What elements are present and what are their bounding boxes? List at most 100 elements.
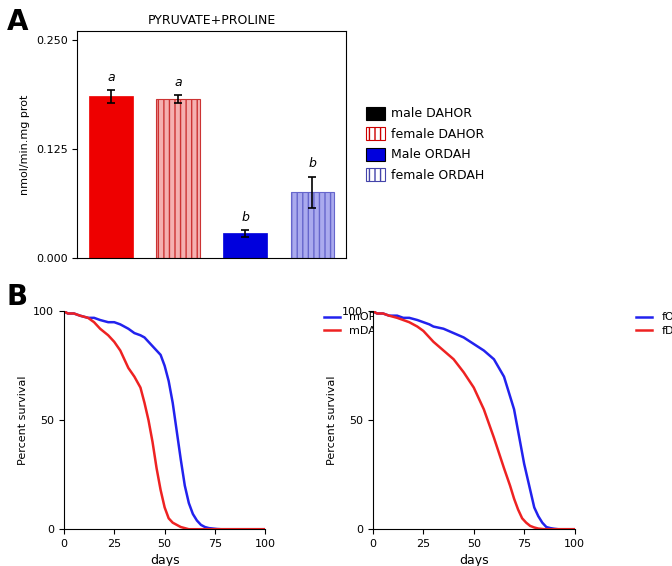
- fDAHOR: [530, 524, 538, 531]
- fDAHOR: [439, 347, 448, 354]
- mORDAH: [201, 524, 209, 530]
- fDAHOR: [429, 338, 437, 345]
- mORDAH: [169, 400, 177, 406]
- fDAHOR: [554, 526, 562, 533]
- mORDAH: [130, 329, 138, 336]
- fORDAH: [379, 310, 387, 317]
- mDAHOR: [185, 526, 193, 533]
- mORDAH: [144, 338, 153, 345]
- mORDAH: [213, 526, 221, 533]
- fORDAH: [550, 525, 558, 532]
- X-axis label: days: days: [150, 555, 179, 566]
- mDAHOR: [90, 319, 98, 325]
- Legend: fORDAH, fDAHOR: fORDAH, fDAHOR: [636, 312, 672, 336]
- fDAHOR: [506, 482, 514, 489]
- Y-axis label: Percent survival: Percent survival: [327, 375, 337, 465]
- fDAHOR: [550, 526, 558, 533]
- mORDAH: [173, 428, 181, 435]
- mDAHOR: [251, 526, 259, 533]
- mORDAH: [185, 500, 193, 507]
- fORDAH: [369, 308, 377, 315]
- fORDAH: [546, 525, 554, 531]
- mDAHOR: [64, 310, 72, 317]
- mDAHOR: [140, 400, 149, 406]
- mORDAH: [76, 312, 84, 319]
- fORDAH: [562, 526, 571, 533]
- mDAHOR: [261, 526, 269, 533]
- fDAHOR: [460, 369, 468, 376]
- mORDAH: [70, 310, 78, 317]
- fORDAH: [373, 310, 381, 317]
- fORDAH: [480, 347, 488, 354]
- mDAHOR: [153, 465, 161, 471]
- mORDAH: [161, 362, 169, 369]
- mDAHOR: [181, 525, 189, 531]
- fORDAH: [554, 526, 562, 533]
- Title: PYRUVATE+PROLINE: PYRUVATE+PROLINE: [148, 14, 276, 27]
- mDAHOR: [84, 315, 92, 321]
- Text: a: a: [174, 76, 182, 89]
- fDAHOR: [522, 519, 530, 526]
- mORDAH: [251, 526, 259, 533]
- mDAHOR: [177, 524, 185, 530]
- Text: b: b: [241, 211, 249, 224]
- fORDAH: [460, 334, 468, 341]
- Bar: [223, 233, 267, 258]
- mORDAH: [189, 511, 197, 517]
- fDAHOR: [405, 319, 413, 325]
- mORDAH: [221, 526, 229, 533]
- fDAHOR: [560, 526, 569, 533]
- mDAHOR: [76, 312, 84, 319]
- mDAHOR: [241, 526, 249, 533]
- Line: mDAHOR: mDAHOR: [64, 311, 265, 529]
- Text: b: b: [308, 157, 317, 170]
- fORDAH: [413, 316, 421, 323]
- fORDAH: [571, 526, 579, 533]
- mORDAH: [153, 347, 161, 354]
- X-axis label: days: days: [459, 555, 489, 566]
- mDAHOR: [120, 356, 128, 363]
- fDAHOR: [413, 323, 421, 330]
- Bar: [89, 96, 132, 258]
- mORDAH: [120, 323, 128, 330]
- mDAHOR: [60, 308, 68, 315]
- mORDAH: [197, 521, 205, 528]
- fDAHOR: [385, 312, 393, 319]
- mDAHOR: [197, 526, 205, 533]
- Y-axis label: Percent survival: Percent survival: [17, 375, 28, 465]
- mDAHOR: [169, 519, 177, 526]
- mORDAH: [231, 526, 239, 533]
- mDAHOR: [104, 332, 112, 338]
- Line: mORDAH: mORDAH: [64, 311, 265, 529]
- fDAHOR: [571, 526, 579, 533]
- mDAHOR: [217, 526, 225, 533]
- mDAHOR: [213, 526, 221, 533]
- mORDAH: [90, 315, 98, 321]
- mDAHOR: [209, 526, 217, 533]
- mDAHOR: [161, 504, 169, 511]
- fORDAH: [450, 329, 458, 336]
- Legend: mORDAH, mDAHOR: mORDAH, mDAHOR: [324, 312, 401, 336]
- mORDAH: [241, 526, 249, 533]
- mORDAH: [165, 378, 173, 384]
- mORDAH: [261, 526, 269, 533]
- mDAHOR: [136, 384, 144, 391]
- mORDAH: [104, 319, 112, 325]
- fORDAH: [526, 487, 534, 494]
- fDAHOR: [399, 316, 407, 323]
- fDAHOR: [450, 356, 458, 363]
- mDAHOR: [157, 487, 165, 494]
- Bar: [290, 192, 334, 258]
- fORDAH: [558, 526, 566, 533]
- fDAHOR: [470, 384, 478, 391]
- mORDAH: [60, 308, 68, 315]
- fDAHOR: [480, 406, 488, 413]
- mORDAH: [205, 525, 213, 531]
- mORDAH: [209, 525, 217, 532]
- Text: a: a: [107, 71, 115, 84]
- fDAHOR: [369, 308, 377, 315]
- Legend: male DAHOR, female DAHOR, Male ORDAH, female ORDAH: male DAHOR, female DAHOR, Male ORDAH, fe…: [366, 107, 484, 182]
- mDAHOR: [231, 526, 239, 533]
- mORDAH: [64, 310, 72, 317]
- mDAHOR: [96, 325, 104, 332]
